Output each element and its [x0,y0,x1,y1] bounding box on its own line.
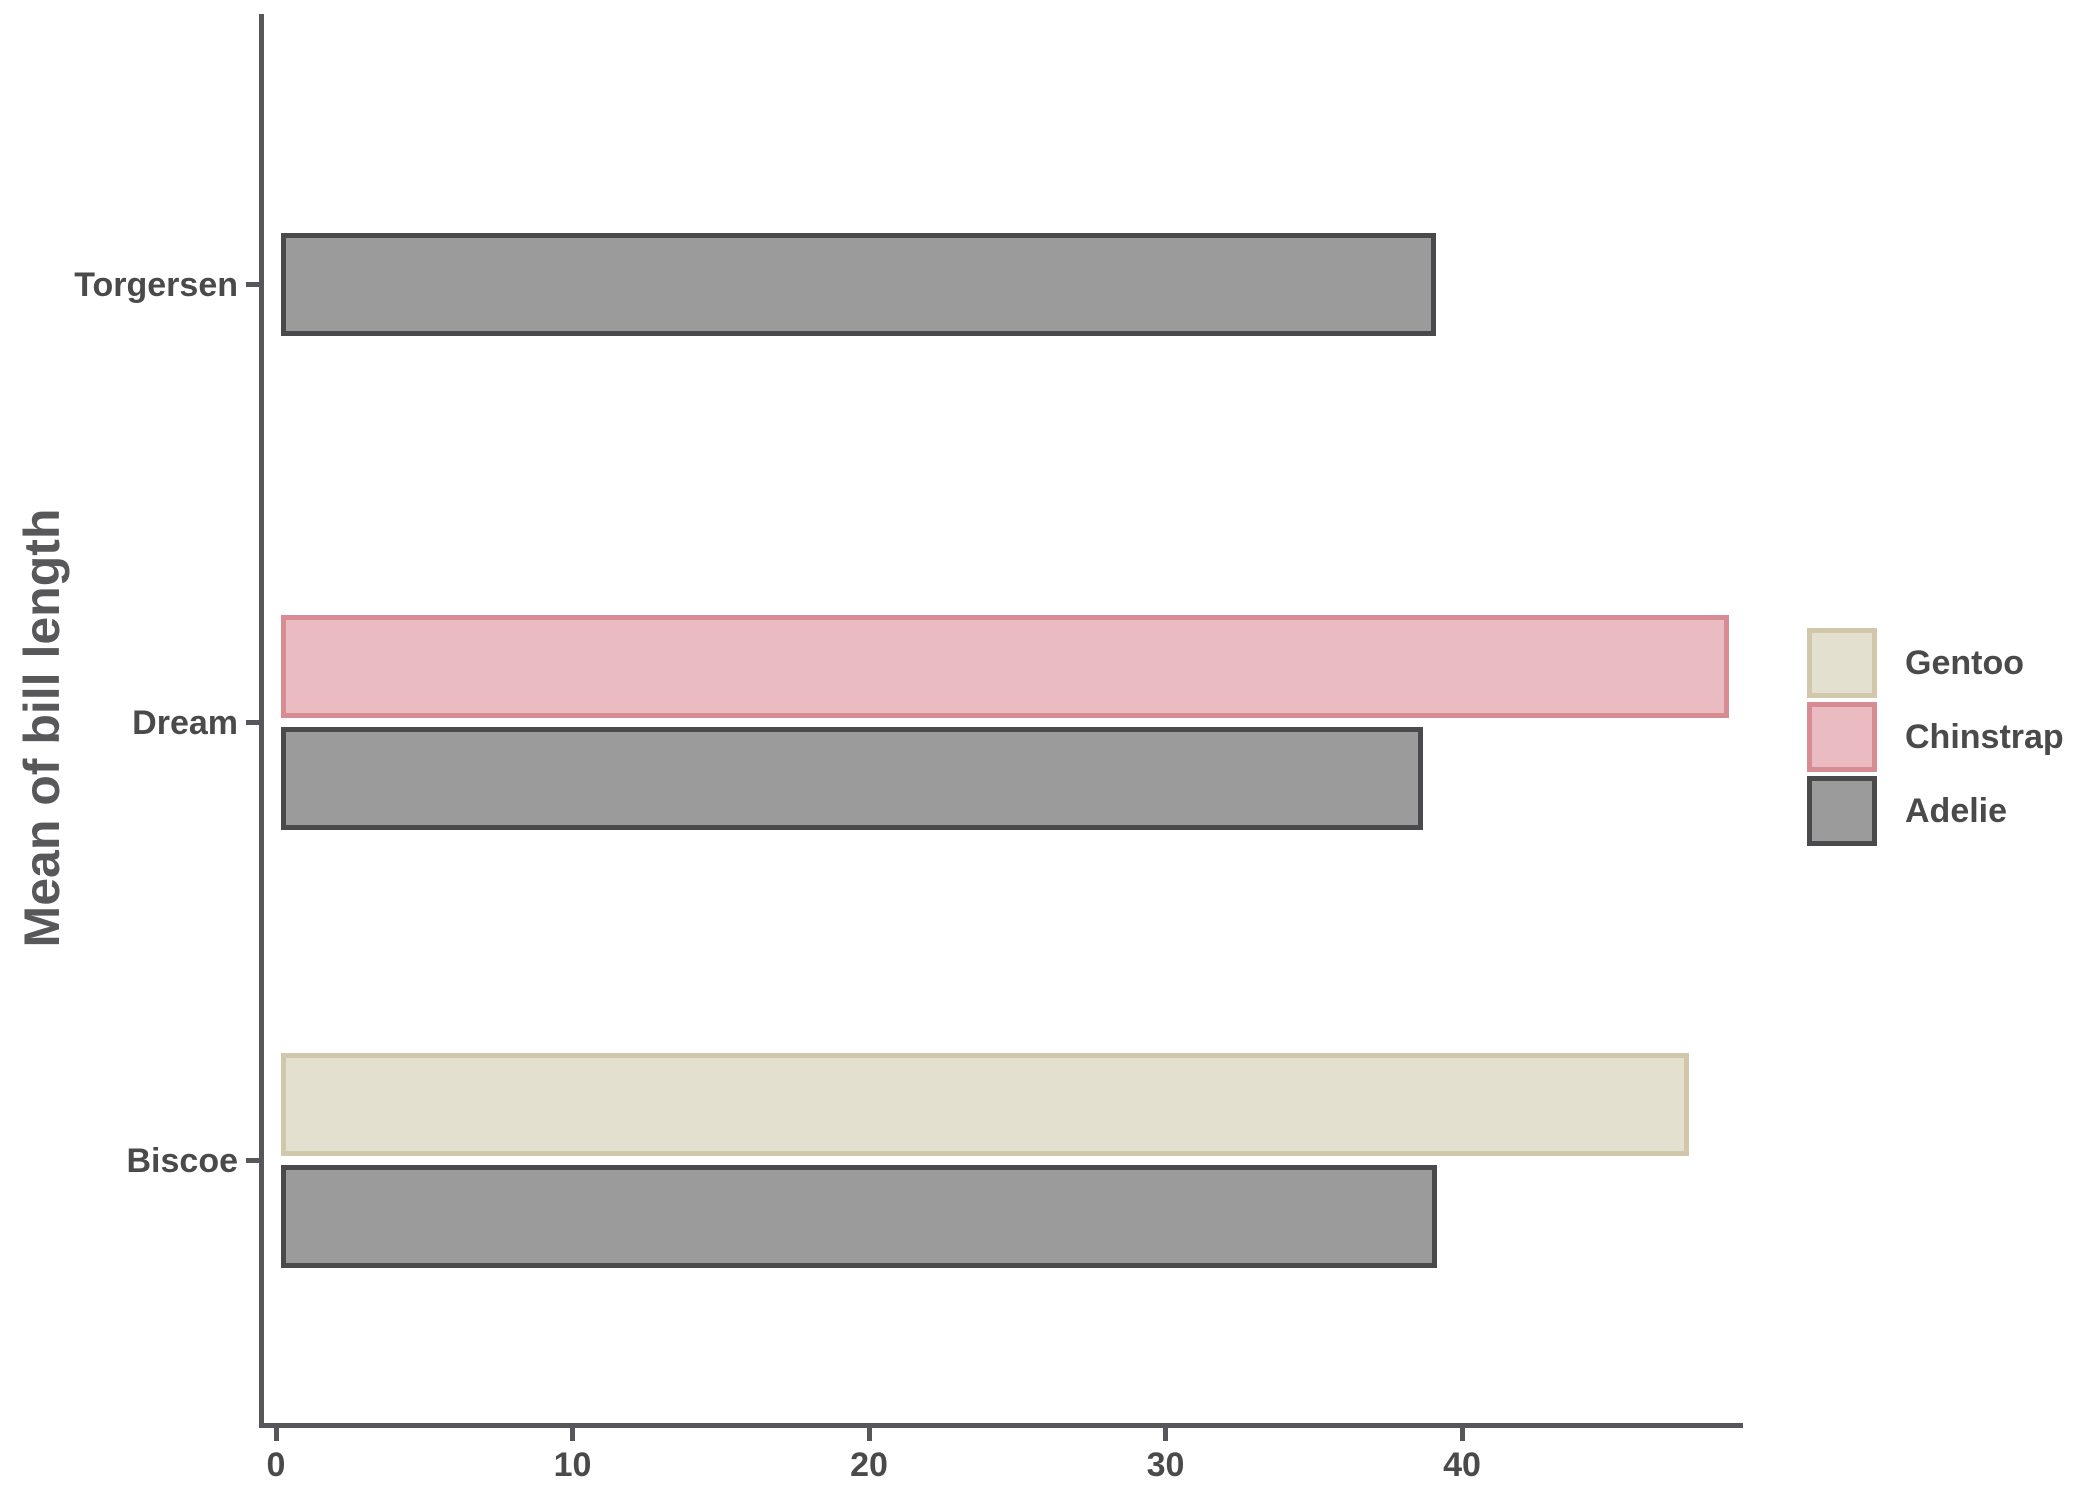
bar-dream-chinstrap [281,615,1729,719]
legend-swatch-chinstrap [1807,702,1877,772]
x-tick-0 [273,1428,279,1441]
x-tick-label-30: 30 [1146,1446,1185,1484]
x-tick-30 [1163,1428,1168,1441]
legend-item-adelie: Adelie [1807,776,2064,846]
legend-swatch-adelie [1807,776,1877,846]
x-tick-40 [1459,1428,1465,1441]
legend-item-chinstrap: Chinstrap [1807,702,2064,772]
y-tick-torgersen [246,282,259,288]
y-tick-dream [246,720,259,726]
y-tick-biscoe [246,1158,259,1164]
bar-biscoe-gentoo [281,1053,1690,1157]
x-tick-label-0: 0 [266,1446,286,1484]
x-tick-label-20: 20 [850,1446,888,1484]
x-tick-20 [866,1428,872,1441]
bar-torgersen-adelie [281,233,1436,337]
legend: Gentoo Chinstrap Adelie [1807,628,2064,846]
y-tick-label-biscoe: Biscoe [126,1141,239,1180]
bar-biscoe-adelie [281,1165,1437,1269]
x-tick-label-10: 10 [553,1446,592,1484]
legend-label-gentoo: Gentoo [1905,643,2024,682]
legend-label-chinstrap: Chinstrap [1905,717,2064,756]
plot-area [259,14,1743,1428]
legend-item-gentoo: Gentoo [1807,628,2064,698]
legend-label-adelie: Adelie [1905,791,2008,830]
legend-swatch-gentoo [1807,628,1877,698]
y-tick-label-dream: Dream [132,703,238,742]
y-tick-label-torgersen: Torgersen [74,265,238,304]
bar-dream-adelie [281,727,1423,831]
x-tick-label-40: 40 [1443,1446,1481,1484]
x-tick-10 [570,1428,575,1441]
